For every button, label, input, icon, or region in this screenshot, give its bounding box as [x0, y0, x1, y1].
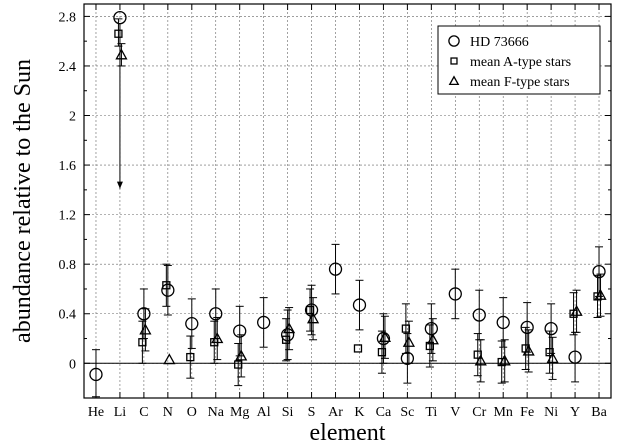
marker-circle [472, 308, 486, 322]
marker-triangle [163, 353, 176, 365]
axis-ticks: 00.40.81.21.622.42.8He Li C N O Na Mg Al Si S Ar K C… [59, 4, 611, 420]
marker-circle [209, 307, 223, 321]
marker-circle [257, 315, 271, 330]
marker-triangle [522, 344, 535, 356]
marker-triangle [546, 352, 559, 364]
marker-circle [496, 315, 510, 330]
marker-circle [376, 331, 391, 346]
marker-triangle [235, 349, 248, 361]
x-tick-label: Ca [376, 405, 392, 420]
marker-triangle [378, 330, 392, 342]
y-tick-label: 1.6 [59, 159, 77, 174]
x-tick-label: Cr [472, 405, 486, 420]
marker-triangle [115, 48, 128, 60]
x-tick-label: O [187, 405, 197, 420]
marker-circle [161, 283, 175, 297]
x-tick-label: Mg [230, 405, 249, 420]
legend-entry-label: mean A-type stars [470, 55, 571, 70]
marker-triangle [283, 322, 296, 334]
marker-triangle [474, 354, 487, 366]
marker-circle [520, 320, 534, 335]
marker-triangle [498, 354, 511, 366]
marker-square [114, 29, 123, 38]
marker-square [450, 57, 458, 65]
marker-triangle [426, 333, 439, 345]
x-tick-label: Fe [520, 405, 534, 420]
marker-circle [400, 351, 415, 366]
marker-circle [544, 321, 558, 336]
marker-circle [280, 328, 295, 342]
x-tick-label: Li [114, 405, 127, 420]
legend-box [437, 25, 601, 95]
y-tick-label: 0.4 [59, 308, 77, 323]
x-tick-label: Ar [328, 405, 343, 420]
x-tick-label: Na [208, 405, 225, 420]
marker-circle [352, 298, 367, 312]
x-tick-label: K [354, 405, 364, 420]
x-tick-label: S [308, 405, 316, 420]
series-circle [89, 10, 606, 398]
marker-circle [113, 10, 127, 25]
x-tick-label: Y [570, 405, 580, 420]
y-tick-label: 2 [69, 110, 76, 125]
x-tick-label: Ni [544, 405, 558, 420]
y-axis-label: abundance relative to the Sun [10, 59, 36, 343]
marker-triangle [306, 312, 320, 324]
marker-triangle [594, 288, 607, 300]
legend-entry-label: HD 73666 [470, 35, 529, 50]
y-tick-label: 2.4 [59, 60, 77, 75]
marker-circle [233, 324, 247, 338]
marker-circle [137, 307, 151, 321]
y-tick-label: 0.8 [59, 258, 77, 273]
x-tick-label: Al [257, 405, 271, 420]
marker-triangle [570, 304, 583, 316]
x-tick-label: He [88, 405, 104, 420]
upper-limit-arrowhead [116, 181, 123, 189]
marker-square [186, 352, 195, 362]
marker-square [162, 281, 171, 290]
marker-triangle [139, 323, 152, 335]
marker-circle [424, 321, 438, 336]
y-tick-label: 1.2 [59, 209, 77, 224]
legend-entry-label: mean F-type stars [470, 75, 570, 90]
x-tick-label: Si [282, 405, 294, 420]
x-tick-label: Ba [591, 405, 607, 420]
marker-triangle [402, 335, 415, 347]
series-triangle [115, 43, 607, 383]
x-tick-label: Mn [493, 405, 512, 420]
y-tick-label: 2.8 [59, 10, 77, 25]
plot-frame [83, 3, 612, 399]
x-tick-label: C [139, 405, 148, 420]
marker-square [353, 344, 363, 353]
x-tick-label: N [163, 405, 173, 420]
marker-circle [448, 35, 460, 47]
marker-circle [592, 264, 606, 279]
x-axis-label: element [310, 420, 386, 444]
marker-circle [328, 262, 343, 276]
y-tick-label: 0 [69, 357, 76, 372]
x-tick-label: V [450, 405, 460, 420]
marker-triangle [211, 332, 224, 344]
data-marks [89, 10, 607, 398]
marker-circle [448, 287, 462, 301]
marker-circle [568, 350, 582, 364]
x-tick-label: Sc [400, 405, 414, 420]
marker-circle [185, 317, 199, 331]
marker-triangle [448, 75, 460, 86]
legend: HD 73666 mean A-type stars mean F-type sta… [437, 25, 601, 95]
x-tick-label: Ti [425, 405, 437, 420]
marker-circle [89, 367, 103, 382]
